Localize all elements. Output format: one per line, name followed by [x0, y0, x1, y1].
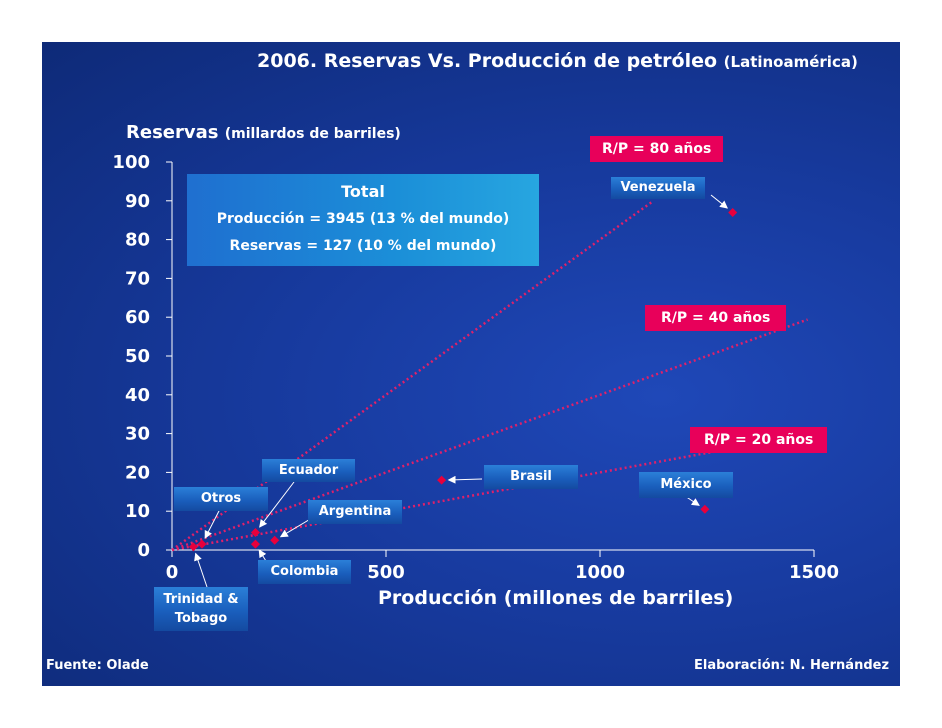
x-tick-label: 1000	[575, 562, 625, 583]
chart-title-text: 2006. Reservas Vs. Producción de petróle…	[257, 50, 718, 72]
arrow-otros	[204, 508, 221, 539]
total-summary-box: Total Producción = 3945 (13 % del mundo)…	[187, 174, 539, 266]
rp-40-label: R/P = 40 años	[645, 305, 787, 331]
y-tick-label: 20	[125, 462, 150, 483]
total-production: Producción = 3945 (13 % del mundo)	[216, 211, 510, 227]
tag-trinidad-line1: Trinidad &	[163, 592, 239, 607]
x-axis-label: Producción (millones de barriles)	[378, 587, 734, 609]
rp-line-80	[171, 199, 655, 552]
tag-ecuador: Ecuador	[262, 459, 355, 482]
y-tick-label: 10	[125, 501, 150, 522]
rp-20-label: R/P = 20 años	[690, 427, 828, 453]
total-reserves: Reservas = 127 (10 % del mundo)	[229, 238, 497, 254]
arrow-venezuela	[710, 194, 729, 209]
tag-argentina: Argentina	[308, 500, 402, 524]
x-tick-label: 500	[367, 562, 405, 583]
credit-note: Elaboración: N. Hernández	[694, 658, 890, 673]
arrow-colombia	[258, 549, 267, 562]
arrow-brasil	[447, 475, 483, 484]
arrow-ecuador	[259, 481, 295, 528]
tag-trinidad-line2: Tobago	[174, 611, 228, 626]
y-tick-label: 100	[112, 152, 150, 173]
point-argentina	[270, 535, 280, 545]
point-m-xico	[700, 504, 710, 514]
y-axis-label: Reservas (millardos de barriles)	[126, 122, 401, 143]
chart-subtitle: (Latinoamérica)	[723, 53, 858, 71]
y-tick-label: 50	[125, 346, 150, 367]
point-colombia	[250, 539, 260, 549]
point-venezuela	[728, 207, 738, 217]
y-axis-label-text: Reservas	[126, 122, 219, 143]
tag-brasil: Brasil	[484, 465, 578, 489]
y-tick-label: 60	[125, 307, 150, 328]
arrow-argentina	[279, 517, 313, 538]
chart-slide: 2006. Reservas Vs. Producción de petróle…	[42, 42, 900, 686]
y-tick-label: 40	[125, 385, 150, 406]
chart-title: 2006. Reservas Vs. Producción de petróle…	[257, 50, 858, 72]
total-title: Total	[341, 182, 385, 201]
y-tick-label: 70	[125, 268, 150, 289]
point-otros	[197, 539, 207, 549]
tag-venezuela: Venezuela	[611, 177, 705, 199]
y-tick-label: 80	[125, 230, 150, 251]
x-tick-label: 1500	[789, 562, 839, 583]
rp-80-label: R/P = 80 años	[590, 136, 724, 162]
source-note: Fuente: Olade	[46, 658, 149, 673]
point-ecuador	[250, 528, 260, 538]
point-trinidad-tobago	[188, 542, 198, 552]
point-brasil	[437, 475, 447, 485]
tag-otros: Otros	[174, 487, 268, 511]
y-tick-label: 90	[125, 191, 150, 212]
x-tick-label: 0	[166, 562, 179, 583]
tag-trinidad-tobago: Trinidad & Tobago	[154, 587, 248, 631]
tag-mexico: México	[639, 472, 733, 498]
y-axis-units: (millardos de barriles)	[224, 126, 401, 142]
y-tick-label: 0	[137, 540, 150, 561]
arrow-trinidad	[194, 552, 208, 588]
tag-colombia: Colombia	[258, 560, 351, 584]
y-tick-label: 30	[125, 424, 150, 445]
